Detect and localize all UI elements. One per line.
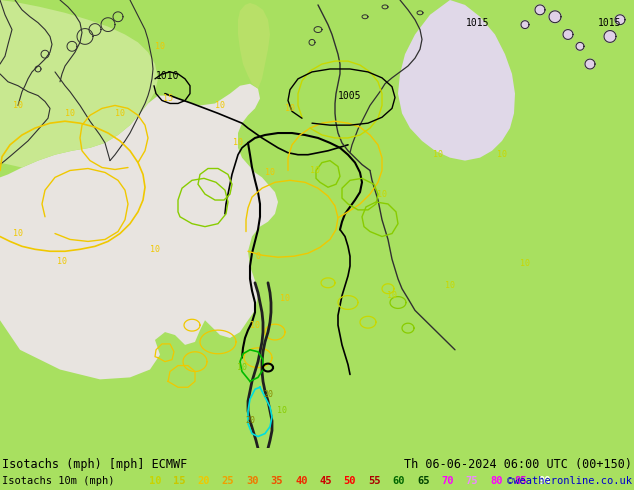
Text: Isotachs 10m (mph): Isotachs 10m (mph) (2, 476, 115, 486)
Text: 10: 10 (150, 245, 160, 254)
Text: 10: 10 (155, 42, 165, 51)
Text: 10: 10 (13, 229, 23, 238)
Polygon shape (576, 42, 584, 50)
Text: 10: 10 (215, 101, 225, 110)
Text: 20: 20 (198, 476, 210, 486)
Text: 10: 10 (13, 101, 23, 110)
Polygon shape (604, 30, 616, 42)
Text: Isotachs (mph) [mph] ECMWF: Isotachs (mph) [mph] ECMWF (2, 458, 187, 471)
Text: 20: 20 (245, 416, 255, 425)
Text: 10: 10 (285, 104, 295, 113)
Text: 10: 10 (387, 291, 397, 300)
Text: 10: 10 (280, 294, 290, 303)
Text: 60: 60 (392, 476, 405, 486)
Text: 10: 10 (250, 320, 260, 330)
Text: 10: 10 (377, 190, 387, 198)
Polygon shape (563, 29, 573, 39)
Text: 15: 15 (173, 476, 186, 486)
Text: 10: 10 (115, 109, 125, 118)
Text: 70: 70 (441, 476, 454, 486)
Text: 10: 10 (445, 281, 455, 290)
Text: 10: 10 (265, 168, 275, 177)
Polygon shape (0, 84, 278, 379)
Polygon shape (615, 15, 625, 24)
Text: 40: 40 (295, 476, 307, 486)
Text: ©weatheronline.co.uk: ©weatheronline.co.uk (507, 476, 632, 486)
Text: 10: 10 (149, 476, 161, 486)
Text: 65: 65 (417, 476, 429, 486)
Text: 10: 10 (433, 150, 443, 159)
Text: 75: 75 (465, 476, 478, 486)
Text: 90: 90 (539, 476, 551, 486)
Polygon shape (585, 59, 595, 69)
Text: 0: 0 (256, 252, 261, 261)
Polygon shape (535, 5, 545, 15)
Text: 80: 80 (490, 476, 503, 486)
Text: 15: 15 (163, 94, 173, 103)
Text: 55: 55 (368, 476, 380, 486)
Text: 10: 10 (57, 257, 67, 266)
Text: 1005: 1005 (339, 91, 362, 100)
Text: 50: 50 (344, 476, 356, 486)
Text: 35: 35 (271, 476, 283, 486)
Text: 1015: 1015 (598, 18, 622, 27)
Text: 45: 45 (320, 476, 332, 486)
Text: 10: 10 (310, 166, 320, 175)
Polygon shape (549, 11, 561, 23)
Text: 10: 10 (65, 109, 75, 118)
Text: 85: 85 (514, 476, 527, 486)
Text: 10: 10 (497, 150, 507, 159)
Text: 10: 10 (237, 363, 247, 372)
Text: Th 06-06-2024 06:00 UTC (00+150): Th 06-06-2024 06:00 UTC (00+150) (404, 458, 632, 471)
Text: 1015: 1015 (466, 18, 489, 27)
Text: 20: 20 (263, 390, 273, 399)
Polygon shape (521, 21, 529, 28)
Text: 10: 10 (520, 259, 530, 268)
Text: 1010: 1010 (156, 71, 180, 81)
Polygon shape (0, 0, 158, 168)
Polygon shape (398, 0, 515, 161)
Text: 10: 10 (277, 406, 287, 416)
Text: 25: 25 (222, 476, 235, 486)
Text: 30: 30 (246, 476, 259, 486)
Text: 10: 10 (233, 138, 243, 147)
Polygon shape (238, 3, 270, 89)
